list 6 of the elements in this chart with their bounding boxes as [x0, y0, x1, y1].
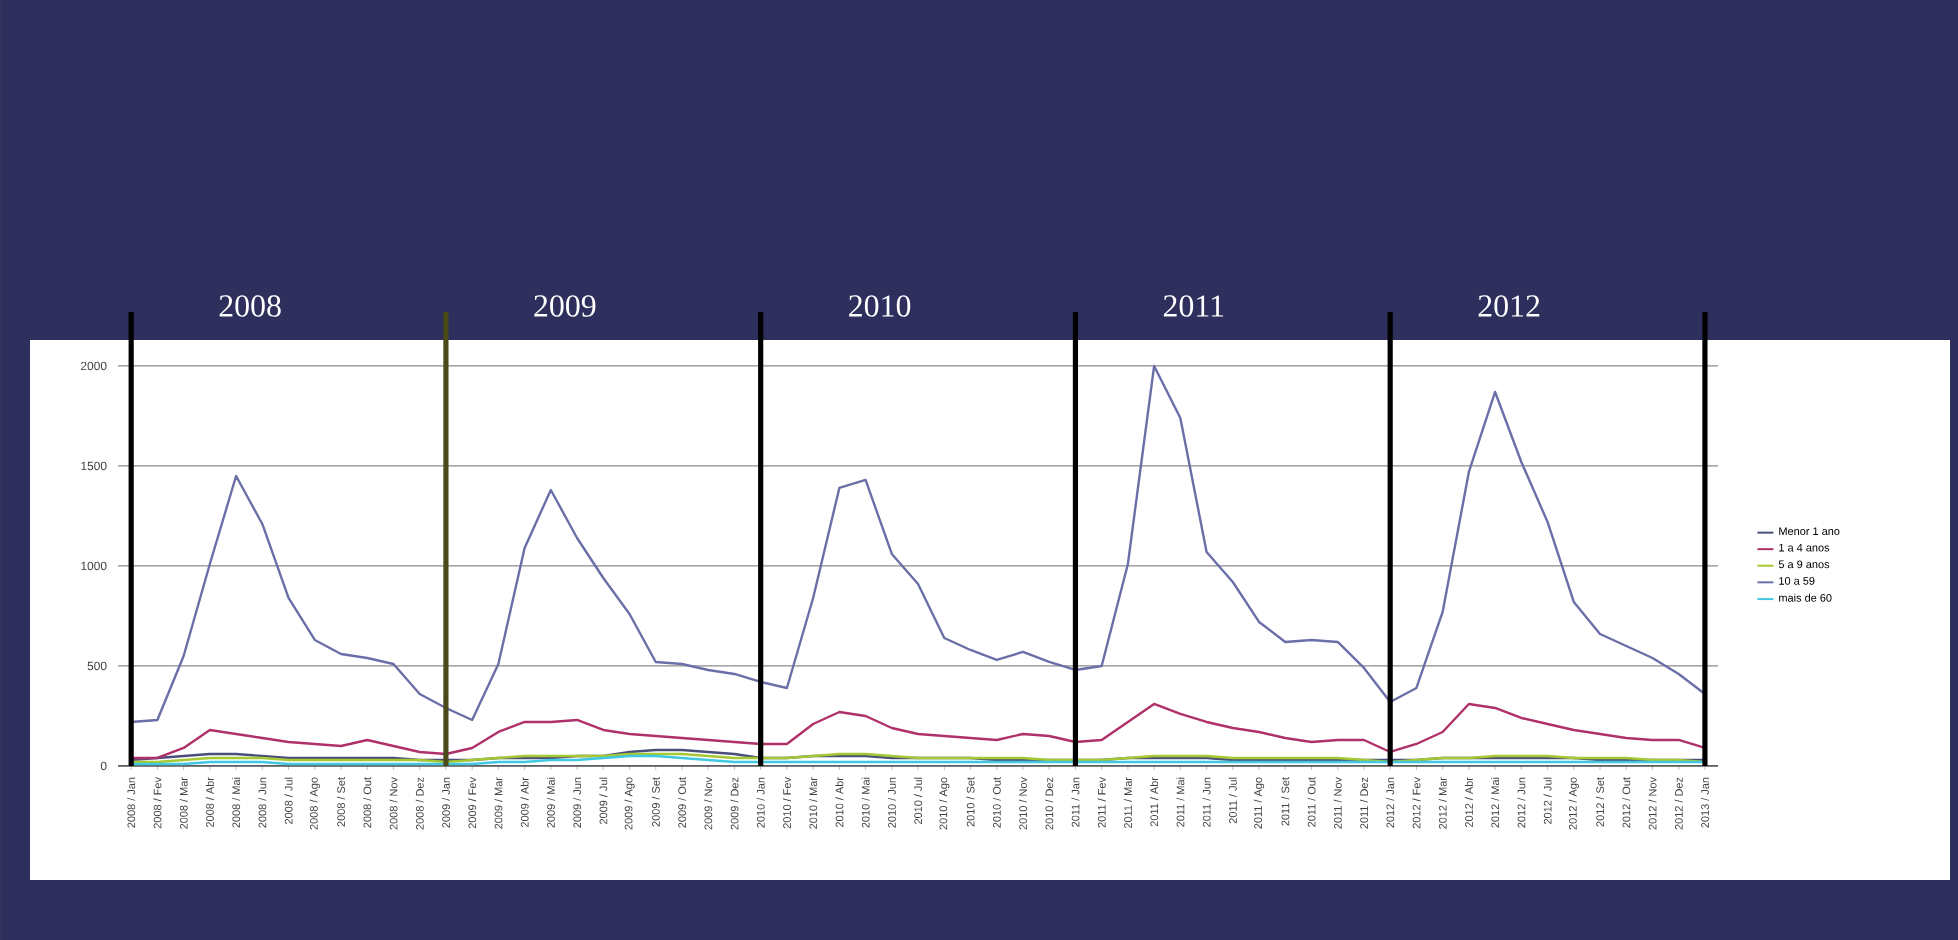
- ref-line-label: 2010: [849, 295, 911, 317]
- ref-line-label: 2008: [219, 295, 281, 317]
- ref-line-label: 2011: [1163, 295, 1224, 317]
- line-series: [129, 364, 1707, 724]
- ref-line-label: 2009: [534, 295, 596, 317]
- ref-line-label: 2012: [1478, 295, 1540, 317]
